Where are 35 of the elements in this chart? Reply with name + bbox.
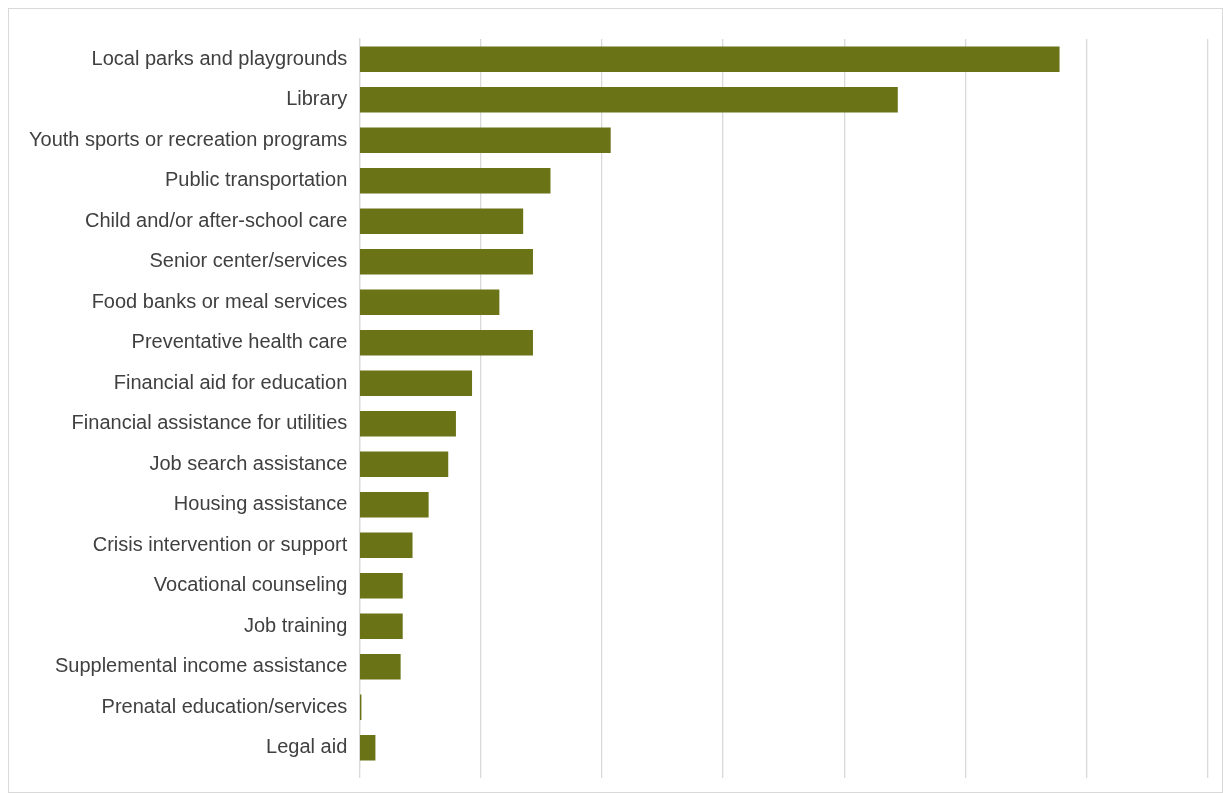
bar — [359, 370, 473, 397]
y-tick-label: Senior center/services — [149, 249, 348, 272]
bar — [359, 572, 403, 599]
bar — [359, 289, 500, 316]
bar — [359, 127, 611, 154]
bar — [359, 167, 551, 194]
y-tick-label: Job training — [243, 613, 348, 636]
y-tick-label: Housing assistance — [173, 492, 348, 515]
bar — [359, 613, 403, 640]
y-tick-label: Financial assistance for utilities — [71, 411, 348, 434]
bar — [359, 451, 449, 478]
y-tick-label: Youth sports or recreation programs — [29, 127, 348, 150]
bar — [359, 410, 456, 437]
y-tick-label: Library — [286, 87, 348, 110]
y-tick-label: Local parks and playgrounds — [91, 46, 348, 69]
y-tick-label: Preventative health care — [131, 330, 348, 353]
bar — [359, 248, 533, 275]
y-tick-label: Legal aid — [266, 735, 348, 758]
bar — [359, 491, 429, 518]
bar — [359, 86, 898, 113]
y-tick-label: Public transportation — [164, 168, 348, 191]
y-tick-label: Child and/or after-school care — [84, 208, 348, 231]
y-tick-label: Crisis intervention or support — [92, 532, 348, 555]
y-tick-label: Food banks or meal services — [91, 289, 348, 312]
y-tick-label: Prenatal education/services — [101, 694, 348, 717]
y-tick-label: Job search assistance — [149, 451, 348, 474]
bar — [359, 208, 524, 235]
y-tick-label: Vocational counseling — [153, 573, 348, 596]
y-tick-label: Supplemental income assistance — [54, 654, 348, 677]
bar — [359, 329, 533, 356]
bar — [359, 653, 401, 680]
bar — [359, 532, 413, 559]
bar — [359, 46, 1060, 73]
bar — [359, 734, 376, 761]
y-tick-label: Financial aid for education — [113, 370, 348, 393]
